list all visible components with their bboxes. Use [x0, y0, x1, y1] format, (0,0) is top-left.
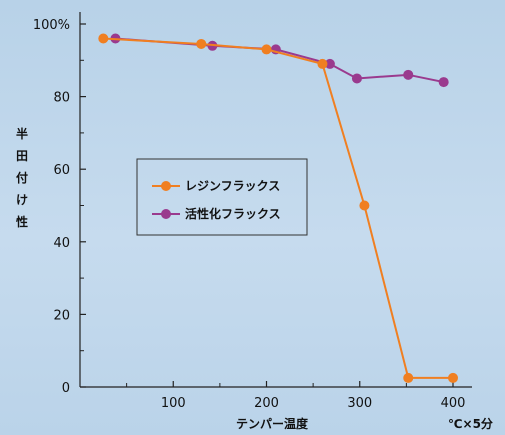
data-point — [196, 38, 207, 49]
data-point — [403, 69, 414, 80]
series-line — [115, 37, 444, 84]
series-layer — [98, 33, 458, 383]
data-point — [324, 58, 335, 69]
data-point — [403, 372, 414, 383]
x-tick-label: 200 — [254, 396, 279, 411]
x-axis-unit: ℃×5分 — [448, 416, 493, 431]
data-point — [261, 44, 272, 55]
data-point — [438, 77, 449, 88]
x-tick-label: 300 — [347, 396, 372, 411]
y-tick-label: 80 — [53, 91, 70, 106]
y-tick-label: 40 — [53, 236, 70, 251]
legend-box — [136, 158, 308, 236]
legend-swatch-marker — [161, 181, 171, 191]
y-tick-label: 60 — [53, 163, 70, 178]
legend-item: 活性化フラックス — [152, 206, 281, 221]
y-tick-label: 100% — [33, 18, 70, 33]
y-ticks: 0 20 40 60 80 100% — [33, 18, 86, 396]
data-point — [98, 33, 109, 44]
data-point — [351, 73, 362, 84]
x-tick-label: 100 — [161, 396, 186, 411]
legend-item: レジンフラックス — [152, 179, 280, 193]
data-point — [448, 372, 458, 383]
y-axis-title-text: 半田付け性 — [15, 126, 28, 229]
y-axis-title: 半田付け性 — [15, 126, 28, 229]
x-axis-title: テンパー温度 — [236, 416, 309, 431]
legend-label: 活性化フラックス — [185, 206, 281, 221]
y-tick-label: 20 — [53, 308, 70, 323]
data-point — [317, 58, 328, 69]
x-tick-label: 400 — [441, 396, 466, 411]
data-point — [359, 200, 370, 211]
plot-area: 0 20 40 60 80 100% 100 200 300 400 — [33, 12, 472, 411]
y-tick-label: 0 — [62, 381, 70, 396]
legend-swatch-marker — [161, 209, 171, 219]
legend-label: レジンフラックス — [185, 179, 280, 193]
x-ticks: 100 200 300 400 — [126, 381, 466, 411]
series-0 — [98, 33, 458, 383]
